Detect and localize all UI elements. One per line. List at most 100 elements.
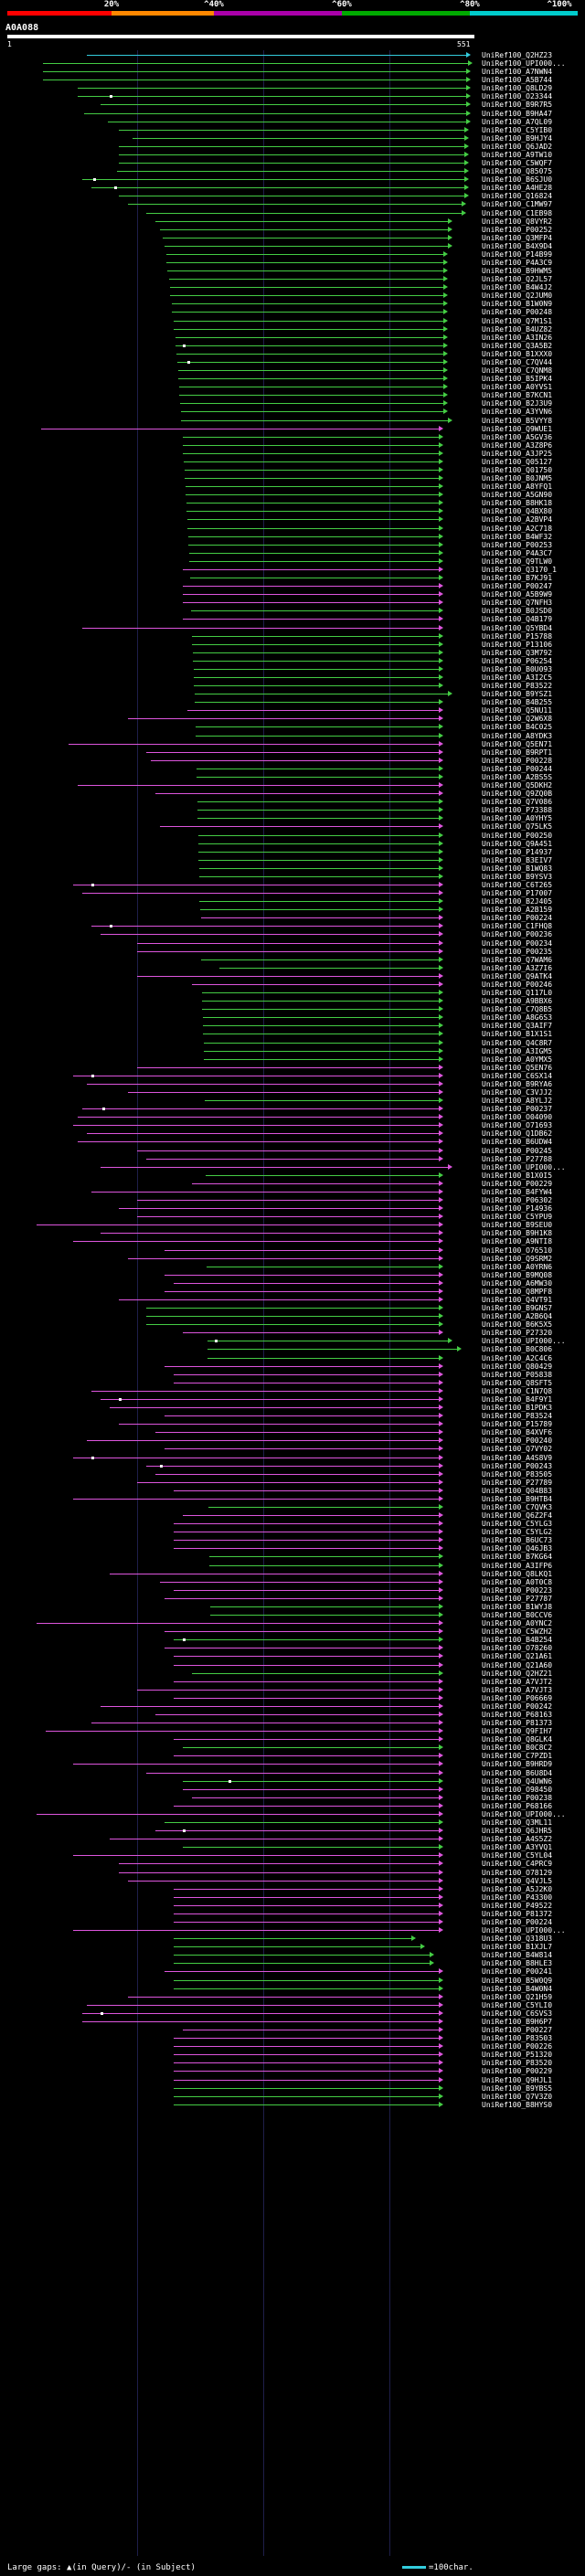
hit-alignment-line[interactable]	[87, 1083, 439, 1085]
hit-name-link[interactable]: UniRef100_P00244	[482, 764, 553, 773]
hit-alignment-line[interactable]	[101, 1705, 439, 1707]
hit-name-link[interactable]: UniRef100_A8YFQ1	[482, 482, 553, 492]
hit-name-link[interactable]: UniRef100_B7KCN1	[482, 391, 553, 400]
hit-name-link[interactable]: UniRef100_B9R7R5	[482, 101, 553, 110]
hit-name-link[interactable]: UniRef100_C7QV44	[482, 357, 553, 366]
hit-name-link[interactable]: UniRef100_A8YDK3	[482, 731, 553, 740]
hit-name-link[interactable]: UniRef100_B9RYA6	[482, 1079, 553, 1088]
hit-alignment-line[interactable]	[82, 2020, 439, 2022]
hit-alignment-line[interactable]	[137, 1216, 439, 1218]
hit-alignment-line[interactable]	[101, 1398, 439, 1400]
hit-name-link[interactable]: UniRef100_B4W0N4	[482, 1984, 553, 1993]
hit-name-link[interactable]: UniRef100_A2B159	[482, 906, 553, 915]
hit-name-link[interactable]: UniRef100_Q6JHR5	[482, 1827, 553, 1836]
hit-alignment-line[interactable]	[199, 901, 439, 903]
hit-name-link[interactable]: UniRef100_C5YLI0	[482, 2000, 553, 2009]
hit-alignment-line[interactable]	[128, 1257, 439, 1259]
hit-alignment-line[interactable]	[183, 1847, 439, 1849]
hit-name-link[interactable]: UniRef100_Q9TLW0	[482, 557, 553, 566]
hit-name-link[interactable]: UniRef100_A9NTI8	[482, 1237, 553, 1246]
hit-name-link[interactable]: UniRef100_Q4VT91	[482, 1296, 553, 1304]
hit-name-link[interactable]: UniRef100_P00237	[482, 1105, 553, 1114]
hit-alignment-line[interactable]	[128, 1996, 439, 1998]
hit-name-link[interactable]: UniRef100_B6UDW4	[482, 1138, 553, 1147]
hit-alignment-line[interactable]	[73, 1241, 439, 1243]
hit-alignment-line[interactable]	[165, 1415, 439, 1417]
hit-alignment-line[interactable]	[82, 893, 439, 895]
hit-name-link[interactable]: UniRef100_P05838	[482, 1370, 553, 1379]
hit-alignment-line[interactable]	[174, 1922, 439, 1923]
hit-name-link[interactable]: UniRef100_A3JP25	[482, 449, 553, 458]
hit-alignment-line[interactable]	[169, 279, 443, 281]
hit-alignment-line[interactable]	[207, 1349, 457, 1351]
hit-alignment-line[interactable]	[187, 519, 439, 521]
hit-alignment-line[interactable]	[91, 187, 464, 189]
hit-name-link[interactable]: UniRef100_B1XXX0	[482, 349, 553, 358]
hit-alignment-line[interactable]	[146, 1158, 439, 1160]
hit-name-link[interactable]: UniRef100_Q2W6X8	[482, 715, 553, 724]
hit-name-link[interactable]: UniRef100_P14936	[482, 1204, 553, 1214]
hit-name-link[interactable]: UniRef100_A5GV36	[482, 432, 553, 441]
hit-alignment-line[interactable]	[101, 1233, 439, 1235]
hit-name-link[interactable]: UniRef100_P00229	[482, 1179, 553, 1188]
hit-alignment-line[interactable]	[87, 1133, 439, 1135]
hit-name-link[interactable]: UniRef100_C5YPU9	[482, 1213, 553, 1222]
hit-name-link[interactable]: UniRef100_A9TW10	[482, 150, 553, 159]
hit-name-link[interactable]: UniRef100_A2BS5S	[482, 772, 553, 781]
hit-alignment-line[interactable]	[174, 1979, 439, 1981]
hit-alignment-line[interactable]	[155, 1432, 439, 1434]
hit-alignment-line[interactable]	[174, 2046, 439, 2048]
hit-name-link[interactable]: UniRef100_B5IPK4	[482, 375, 553, 384]
hit-alignment-line[interactable]	[137, 975, 439, 977]
hit-name-link[interactable]: UniRef100_O04090	[482, 1113, 553, 1122]
hit-name-link[interactable]: UniRef100_C6SVS3	[482, 2009, 553, 2018]
hit-name-link[interactable]: UniRef100_P15789	[482, 1420, 553, 1429]
hit-alignment-line[interactable]	[174, 1896, 439, 1898]
hit-name-link[interactable]: UniRef100_A8G6S3	[482, 1013, 553, 1023]
hit-alignment-line[interactable]	[82, 179, 464, 181]
hit-alignment-line[interactable]	[176, 353, 443, 355]
hit-name-link[interactable]: UniRef100_A0YMX5	[482, 1055, 553, 1064]
hit-name-link[interactable]: UniRef100_Q4C8R7	[482, 1038, 553, 1047]
hit-name-link[interactable]: UniRef100_A4HE28	[482, 184, 553, 193]
hit-alignment-line[interactable]	[167, 270, 443, 272]
hit-name-link[interactable]: UniRef100_B9HTB4	[482, 1494, 553, 1503]
hit-name-link[interactable]: UniRef100_C1MW97	[482, 200, 553, 209]
hit-alignment-line[interactable]	[119, 154, 464, 155]
hit-alignment-line[interactable]	[219, 967, 439, 969]
hit-name-link[interactable]: UniRef100_Q9ATK4	[482, 971, 553, 981]
hit-name-link[interactable]: UniRef100_B9SEU0	[482, 1221, 553, 1230]
hit-name-link[interactable]: UniRef100_Q05127	[482, 457, 553, 466]
hit-alignment-line[interactable]	[91, 1390, 439, 1392]
hit-name-link[interactable]: UniRef100_B7KG64	[482, 1553, 553, 1562]
hit-name-link[interactable]: UniRef100_B5VYY8	[482, 416, 553, 425]
hit-name-link[interactable]: UniRef100_P00234	[482, 938, 553, 948]
hit-name-link[interactable]: UniRef100_A2C4C6	[482, 1353, 553, 1362]
hit-name-link[interactable]: UniRef100_A7QL09	[482, 117, 553, 126]
hit-alignment-line[interactable]	[43, 71, 466, 73]
hit-alignment-line[interactable]	[197, 818, 439, 820]
hit-name-link[interactable]: UniRef100_A0YRN6	[482, 1262, 553, 1271]
hit-alignment-line[interactable]	[101, 1166, 448, 1168]
hit-name-link[interactable]: UniRef100_A5GN90	[482, 491, 553, 500]
hit-alignment-line[interactable]	[160, 1581, 439, 1583]
hit-name-link[interactable]: UniRef100_B4X9D4	[482, 241, 553, 250]
hit-alignment-line[interactable]	[178, 370, 443, 372]
hit-alignment-line[interactable]	[119, 1424, 439, 1426]
hit-alignment-line[interactable]	[204, 1050, 439, 1052]
hit-name-link[interactable]: UniRef100_A3YVN6	[482, 408, 553, 417]
hit-name-link[interactable]: UniRef100_Q85075	[482, 167, 553, 176]
hit-alignment-line[interactable]	[192, 635, 439, 637]
hit-alignment-line[interactable]	[205, 1100, 439, 1102]
hit-alignment-line[interactable]	[128, 1880, 439, 1882]
hit-alignment-line[interactable]	[174, 1540, 439, 1542]
hit-name-link[interactable]: UniRef100_A2BVP4	[482, 515, 553, 525]
hit-alignment-line[interactable]	[73, 1855, 439, 1857]
hit-name-link[interactable]: UniRef100_P00229	[482, 2067, 553, 2076]
hit-name-link[interactable]: UniRef100_Q8GLK4	[482, 1735, 553, 1744]
hit-alignment-line[interactable]	[165, 1249, 439, 1251]
hit-alignment-line[interactable]	[146, 1316, 439, 1318]
hit-alignment-line[interactable]	[197, 810, 439, 811]
hit-alignment-line[interactable]	[181, 411, 443, 413]
hit-name-link[interactable]: UniRef100_UPI000...	[482, 1162, 566, 1171]
